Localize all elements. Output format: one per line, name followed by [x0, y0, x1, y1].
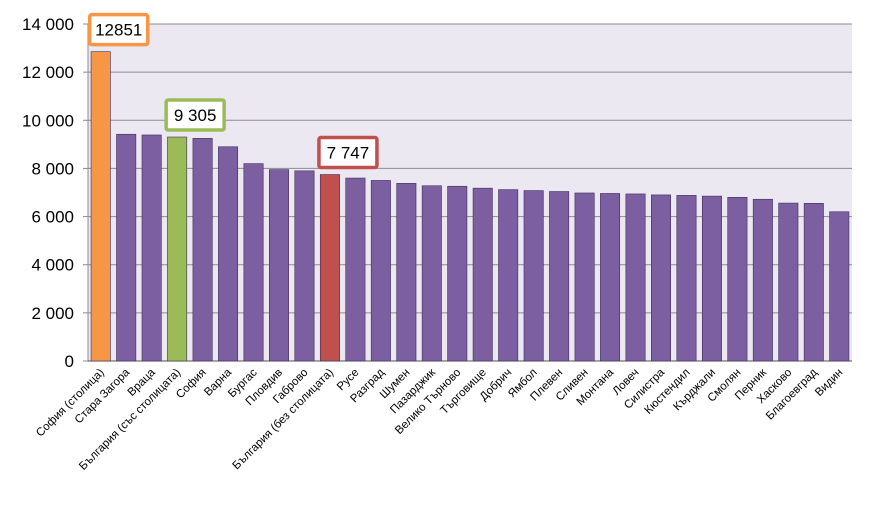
bar: [243, 163, 264, 362]
bar: [651, 194, 671, 362]
bar: [829, 211, 850, 362]
value-callout-label: 12851: [95, 21, 142, 40]
bars: [90, 51, 850, 362]
plot-area: [88, 24, 852, 361]
bar: [523, 190, 544, 362]
bar: [396, 183, 417, 362]
value-callout-box: [87, 12, 150, 47]
y-tick-label: 8 000: [31, 159, 74, 178]
bar: [625, 193, 646, 362]
bar: [192, 138, 213, 362]
value-callout-box: [164, 98, 226, 132]
bar: [269, 169, 289, 362]
bar: [141, 134, 162, 362]
bar: [727, 197, 748, 362]
bar: [421, 185, 442, 362]
y-tick-label: 14 000: [22, 15, 74, 34]
bar: [167, 136, 188, 362]
bar: [752, 198, 773, 362]
y-tick-label: 2 000: [31, 304, 74, 323]
y-tick-label: 6 000: [31, 208, 74, 227]
y-tick-label: 4 000: [31, 256, 74, 275]
bar: [498, 189, 519, 362]
x-tick-label: Видин: [813, 367, 845, 399]
bar: [803, 203, 824, 362]
bar: [116, 133, 137, 362]
value-callout-box: [317, 135, 379, 170]
bar: [574, 192, 595, 362]
bar: [701, 195, 722, 362]
bar: [549, 191, 570, 362]
bar: [345, 177, 366, 362]
bar: [600, 193, 621, 362]
bar: [676, 195, 697, 362]
y-tick-label: 0: [65, 352, 74, 371]
bar: [370, 180, 391, 362]
bar: [294, 170, 315, 362]
value-callout-label: 7 747: [327, 144, 370, 163]
bar: [778, 202, 799, 362]
bar: [319, 174, 340, 362]
bar: [472, 187, 493, 362]
bar: [90, 51, 111, 362]
callouts: 12851 9 305 7 747: [87, 12, 379, 170]
value-callout-label: 9 305: [174, 106, 217, 125]
y-tick-label: 10 000: [22, 111, 74, 130]
bar: [218, 146, 239, 362]
y-axis: 0 2 000 4 000 6 000 8 000 10 000 12 000 14 000: [22, 15, 852, 371]
y-tick-label: 12 000: [22, 63, 74, 82]
x-axis-labels: София (столица)Стара ЗагораВрацаБългария…: [34, 366, 845, 473]
bar: [447, 185, 468, 362]
